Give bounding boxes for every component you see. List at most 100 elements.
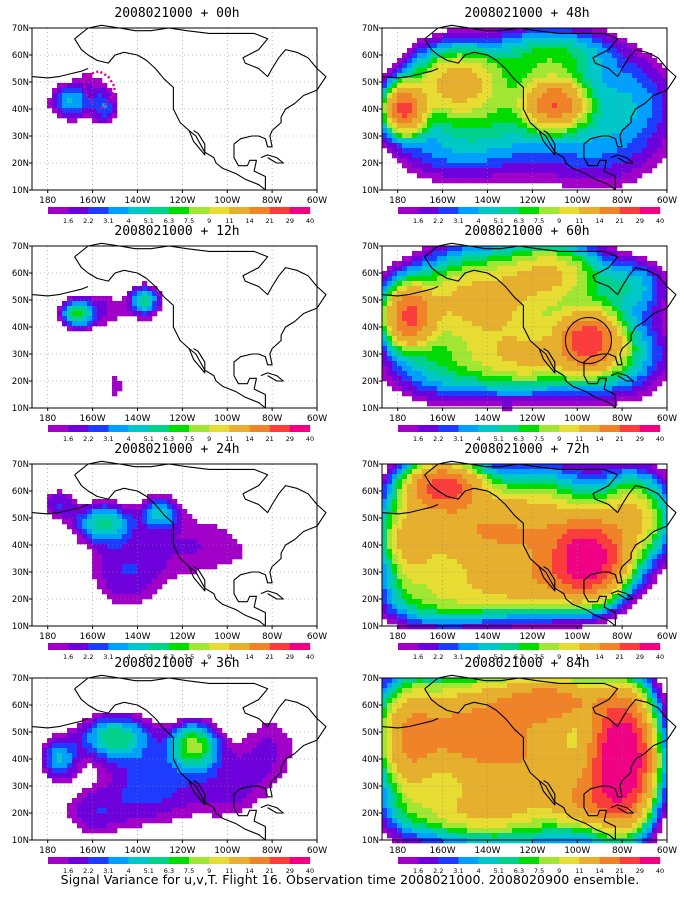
field-cell [472, 48, 478, 54]
field-cell [477, 63, 483, 69]
field-cell [547, 103, 553, 109]
field-cell [167, 519, 173, 525]
field-cell [382, 83, 388, 89]
field-cell [122, 529, 128, 535]
field-cell [152, 306, 158, 312]
field-cell [597, 183, 603, 189]
field-cell [652, 123, 658, 129]
field-cell [467, 33, 473, 39]
field-cell [102, 509, 108, 515]
field-cell [147, 733, 153, 739]
field-cell [517, 401, 523, 407]
field-cell [117, 534, 123, 540]
field-cell [492, 113, 498, 119]
field-cell [397, 261, 403, 267]
field-cell [477, 128, 483, 134]
field-cell [482, 73, 488, 79]
field-cell [472, 103, 478, 109]
field-cell [387, 371, 393, 377]
field-cell [417, 88, 423, 94]
field-cell [402, 153, 408, 159]
field-cell [72, 514, 78, 520]
field-cell [282, 748, 288, 754]
field-cell [107, 316, 113, 322]
field-cell [507, 326, 513, 332]
field-cell [532, 251, 538, 257]
field-cell [497, 123, 503, 129]
field-cell [577, 311, 583, 317]
field-cell [452, 331, 458, 337]
field-cell [187, 569, 193, 575]
field-cell [497, 301, 503, 307]
field-cell [437, 316, 443, 322]
field-cell [417, 391, 423, 397]
field-cell [207, 718, 213, 724]
field-cell [557, 256, 563, 262]
field-cell [537, 38, 543, 44]
field-cell [432, 43, 438, 49]
field-cell [442, 331, 448, 337]
field-cell [582, 138, 588, 144]
field-cell [637, 168, 643, 174]
colorbar-label: 11 [225, 217, 233, 224]
field-cell [192, 753, 198, 759]
field-cell [477, 366, 483, 372]
field-cell [622, 38, 628, 44]
field-cell [507, 301, 513, 307]
field-cell [562, 356, 568, 362]
field-cell [502, 251, 508, 257]
field-cell [157, 788, 163, 794]
field-cell [122, 748, 128, 754]
colorbar-swatch [398, 207, 419, 214]
colorbar-swatch [108, 643, 129, 650]
field-cell [482, 321, 488, 327]
field-cell [637, 93, 643, 99]
field-cell [397, 371, 403, 377]
field-cell [552, 251, 558, 257]
field-cell [447, 371, 453, 377]
field-cell [397, 118, 403, 124]
field-cell [532, 178, 538, 184]
field-cell [402, 386, 408, 392]
field-cell [122, 554, 128, 560]
field-cell [97, 793, 103, 799]
field-cell [487, 326, 493, 332]
field-cell [522, 281, 528, 287]
colorbar-label: 40 [306, 867, 314, 874]
field-cell [272, 778, 278, 784]
field-cell [457, 301, 463, 307]
field-cell [402, 321, 408, 327]
field-cell [577, 38, 583, 44]
field-cell [482, 326, 488, 332]
field-cell [92, 713, 98, 719]
field-cell [442, 73, 448, 79]
field-cell [457, 153, 463, 159]
field-cell [182, 718, 188, 724]
field-cell [557, 103, 563, 109]
field-cell [507, 351, 513, 357]
field-cell [102, 718, 108, 724]
field-cell [197, 778, 203, 784]
field-cell [382, 88, 388, 94]
field-cell [512, 88, 518, 94]
field-cell [577, 276, 583, 282]
y-tick-label: 60N [12, 269, 29, 279]
field-cell [457, 366, 463, 372]
x-tick-label: 60W [307, 632, 327, 642]
field-cell [517, 291, 523, 297]
field-cell [477, 123, 483, 129]
field-cell [592, 138, 598, 144]
field-cell [112, 564, 118, 570]
field-cell [67, 83, 73, 89]
field-cell [557, 391, 563, 397]
field-cell [567, 83, 573, 89]
field-cell [197, 738, 203, 744]
field-cell [177, 753, 183, 759]
field-cell [547, 148, 553, 154]
field-cell [392, 356, 398, 362]
field-cell [517, 321, 523, 327]
field-cell [577, 316, 583, 322]
field-cell [457, 68, 463, 74]
field-cell [427, 271, 433, 277]
field-cell [102, 713, 108, 719]
